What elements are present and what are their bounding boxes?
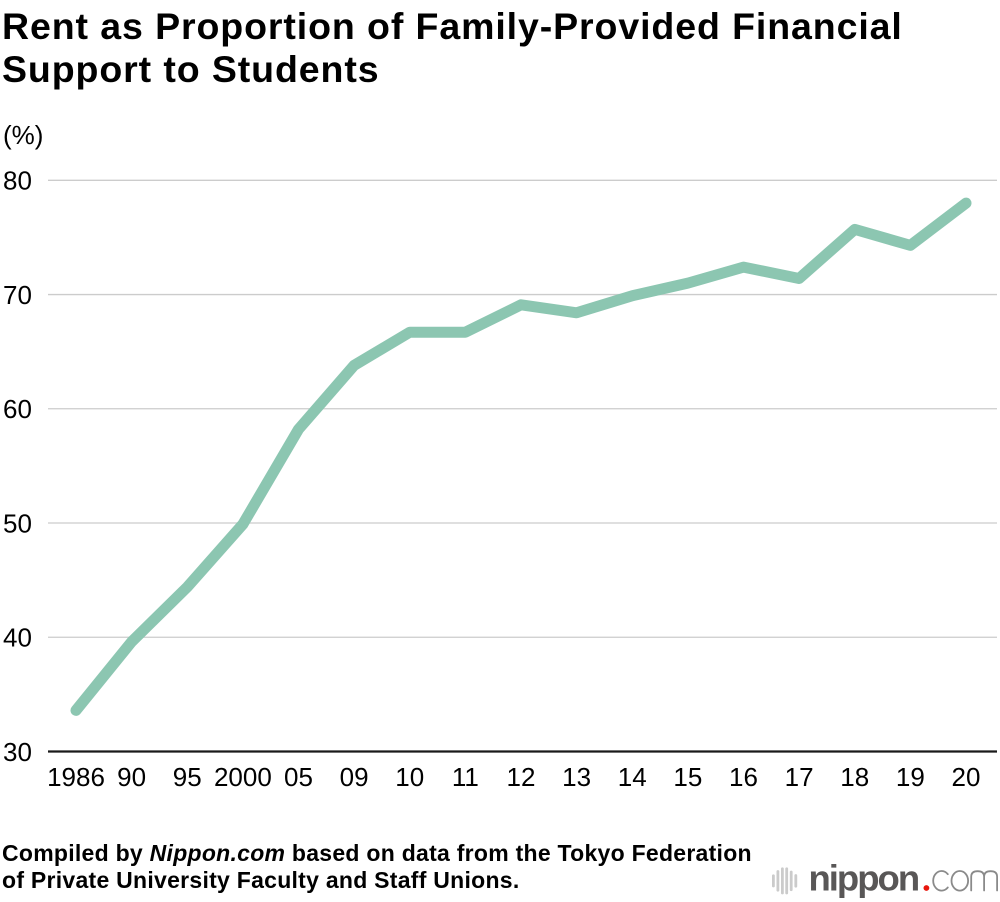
logo-letter-o — [950, 870, 970, 892]
chart-title: Rent as Proportion of Family-Provided Fi… — [2, 5, 903, 90]
y-tick-label: 80 — [3, 166, 32, 196]
x-axis-labels-group: 1986 90 95 2000 05 09 10 11 12 13 14 15 16 17 18 19 20 — [47, 762, 980, 792]
x-tick-label: 95 — [173, 762, 202, 792]
logo-letter-c — [932, 870, 949, 892]
logo-text-nippon: nippon — [809, 858, 919, 899]
y-tick-label: 60 — [3, 394, 32, 424]
x-tick-label: 18 — [840, 762, 869, 792]
x-tick-label: 10 — [395, 762, 424, 792]
data-line — [70, 197, 972, 716]
x-tick-label: 15 — [673, 762, 702, 792]
x-tick-label: 12 — [507, 762, 536, 792]
y-tick-label: 70 — [3, 280, 32, 310]
logo-text-com — [932, 870, 998, 892]
x-tick-label: 05 — [284, 762, 313, 792]
logo-bar-icon — [789, 870, 793, 892]
source-note-prefix: Compiled by — [2, 839, 150, 866]
x-tick-label: 2000 — [214, 762, 272, 792]
source-note-brand: Nippon.com — [149, 839, 286, 866]
y-tick-label: 40 — [3, 623, 32, 653]
logo-bar-icon — [772, 874, 775, 888]
y-tick-label: 30 — [3, 737, 32, 767]
x-tick-label: 11 — [452, 762, 479, 792]
x-tick-label: 14 — [618, 762, 647, 792]
logo-bar-icon — [794, 874, 798, 888]
logo-soundwave-icon — [772, 867, 798, 895]
x-tick-label: 19 — [896, 762, 925, 792]
x-tick-label: 13 — [562, 762, 591, 792]
y-axis-unit-label: (%) — [3, 120, 44, 150]
y-axis-labels-group: 80 70 60 50 40 30 — [3, 166, 32, 767]
logo-bar-icon — [776, 870, 780, 892]
logo-bar-icon — [785, 867, 789, 895]
gridlines-group — [48, 179, 997, 753]
source-note-suffix: based on data from the Tokyo Federation … — [2, 839, 752, 894]
logo-dot-icon — [923, 885, 930, 891]
source-note: Compiled by Nippon.com based on data fro… — [2, 840, 764, 895]
x-tick-label: 1986 — [47, 762, 105, 792]
logo-letter-m — [970, 870, 998, 892]
x-tick-label: 16 — [729, 762, 758, 792]
x-tick-label: 20 — [952, 762, 981, 792]
x-tick-label: 17 — [785, 762, 814, 792]
x-tick-label: 09 — [340, 762, 369, 792]
logo-bar-icon — [781, 867, 784, 895]
y-tick-label: 50 — [3, 508, 32, 538]
nippon-logo: nippon — [772, 858, 998, 899]
x-tick-label: 90 — [117, 762, 146, 792]
